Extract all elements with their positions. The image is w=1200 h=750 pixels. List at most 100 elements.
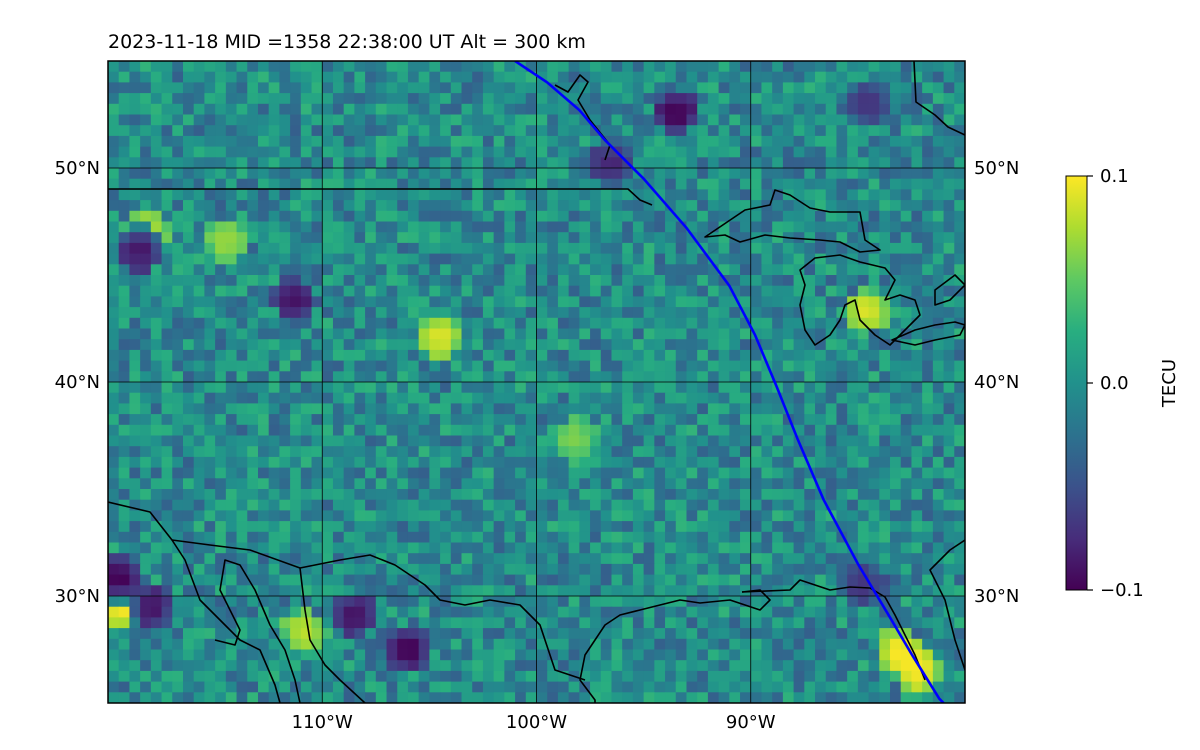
heatmap-cell (772, 392, 784, 404)
heatmap-cell (857, 424, 870, 437)
heatmap-cell (118, 628, 131, 640)
heatmap-cell (697, 317, 709, 330)
heatmap-cell (536, 232, 548, 244)
heatmap-cell (322, 446, 334, 458)
heatmap-cell (707, 242, 720, 255)
heatmap-cell (461, 424, 473, 437)
heatmap-cell (568, 178, 580, 190)
heatmap-cell (804, 307, 816, 319)
heatmap-cell (932, 93, 945, 105)
heatmap-cell (761, 232, 773, 244)
heatmap-cell (740, 339, 752, 351)
heatmap-cell (932, 563, 945, 576)
heatmap-cell (504, 660, 516, 672)
heatmap-cell (493, 435, 505, 447)
heatmap-cell (493, 114, 505, 126)
heatmap-cell (879, 649, 891, 661)
heatmap-cell (922, 285, 934, 297)
heatmap-cell (504, 382, 516, 394)
heatmap-cell (322, 253, 334, 265)
heatmap-cell (418, 168, 430, 180)
heatmap-cell (943, 489, 955, 501)
heatmap-cell (140, 349, 152, 362)
heatmap-cell (643, 382, 655, 394)
heatmap-cell (525, 114, 538, 126)
heatmap-cell (525, 61, 538, 73)
heatmap-cell (332, 71, 345, 83)
heatmap-cell (461, 168, 473, 180)
heatmap-cell (525, 467, 538, 479)
heatmap-cell (547, 264, 559, 276)
heatmap-cell (354, 168, 366, 180)
heatmap-cell (290, 360, 302, 372)
heatmap-cell (729, 574, 741, 586)
heatmap-cell (782, 82, 795, 94)
heatmap-cell (718, 456, 730, 469)
heatmap-cell (118, 510, 131, 522)
heatmap-cell (375, 499, 388, 511)
heatmap-cell (504, 574, 516, 586)
heatmap-cell (782, 103, 795, 116)
heatmap-cell (343, 178, 355, 190)
heatmap-cell (536, 71, 548, 83)
heatmap-cell (890, 596, 902, 608)
heatmap-cell (150, 253, 163, 265)
heatmap-cell (568, 392, 580, 404)
heatmap-cell (943, 285, 955, 297)
heatmap-cell (943, 681, 955, 693)
heatmap-cell (729, 82, 741, 94)
heatmap-cell (482, 125, 495, 137)
heatmap-cell (182, 521, 195, 533)
heatmap-cell (450, 596, 463, 608)
heatmap-cell (108, 125, 120, 137)
heatmap-cell (354, 553, 366, 565)
heatmap-cell (922, 317, 934, 330)
heatmap-cell (450, 531, 463, 544)
heatmap-cell (772, 489, 784, 501)
heatmap-cell (300, 285, 313, 297)
heatmap-cell (515, 553, 527, 565)
heatmap-cell (772, 596, 784, 608)
heatmap-cell (665, 317, 677, 330)
heatmap-cell (343, 339, 355, 351)
heatmap-cell (857, 93, 870, 105)
heatmap-cell (890, 360, 902, 372)
heatmap-cell (611, 82, 623, 94)
heatmap-cell (622, 467, 634, 479)
heatmap-cell (386, 542, 398, 554)
heatmap-cell (204, 146, 216, 158)
heatmap-cell (557, 467, 570, 479)
heatmap-cell (407, 446, 420, 458)
heatmap-cell (750, 499, 763, 511)
heatmap-cell (707, 82, 720, 94)
heatmap-cell (332, 264, 345, 276)
heatmap-cell (515, 157, 527, 169)
heatmap-cell (300, 596, 313, 608)
heatmap-cell (718, 521, 730, 533)
heatmap-cell (365, 178, 377, 190)
heatmap-cell (900, 232, 913, 244)
heatmap-cell (150, 178, 163, 190)
heatmap-cell (922, 531, 934, 544)
heatmap-cell (472, 414, 484, 426)
heatmap-cell (697, 531, 709, 544)
heatmap-cell (268, 617, 280, 629)
heatmap-cell (247, 296, 259, 308)
heatmap-cell (161, 499, 173, 511)
heatmap-cell (911, 71, 923, 83)
heatmap-cell (332, 61, 345, 73)
heatmap-cell (161, 200, 173, 212)
heatmap-cell (332, 692, 345, 703)
heatmap-cell (215, 178, 227, 190)
heatmap-cell (686, 456, 698, 469)
heatmap-cell (429, 210, 441, 223)
heatmap-cell (750, 638, 763, 651)
heatmap-cell (900, 264, 913, 276)
heatmap-cell (515, 296, 527, 308)
heatmap-cell (761, 435, 773, 447)
heatmap-cell (536, 585, 548, 597)
heatmap-cell (429, 585, 441, 597)
heatmap-cell (890, 681, 902, 693)
heatmap-cell (300, 478, 313, 490)
